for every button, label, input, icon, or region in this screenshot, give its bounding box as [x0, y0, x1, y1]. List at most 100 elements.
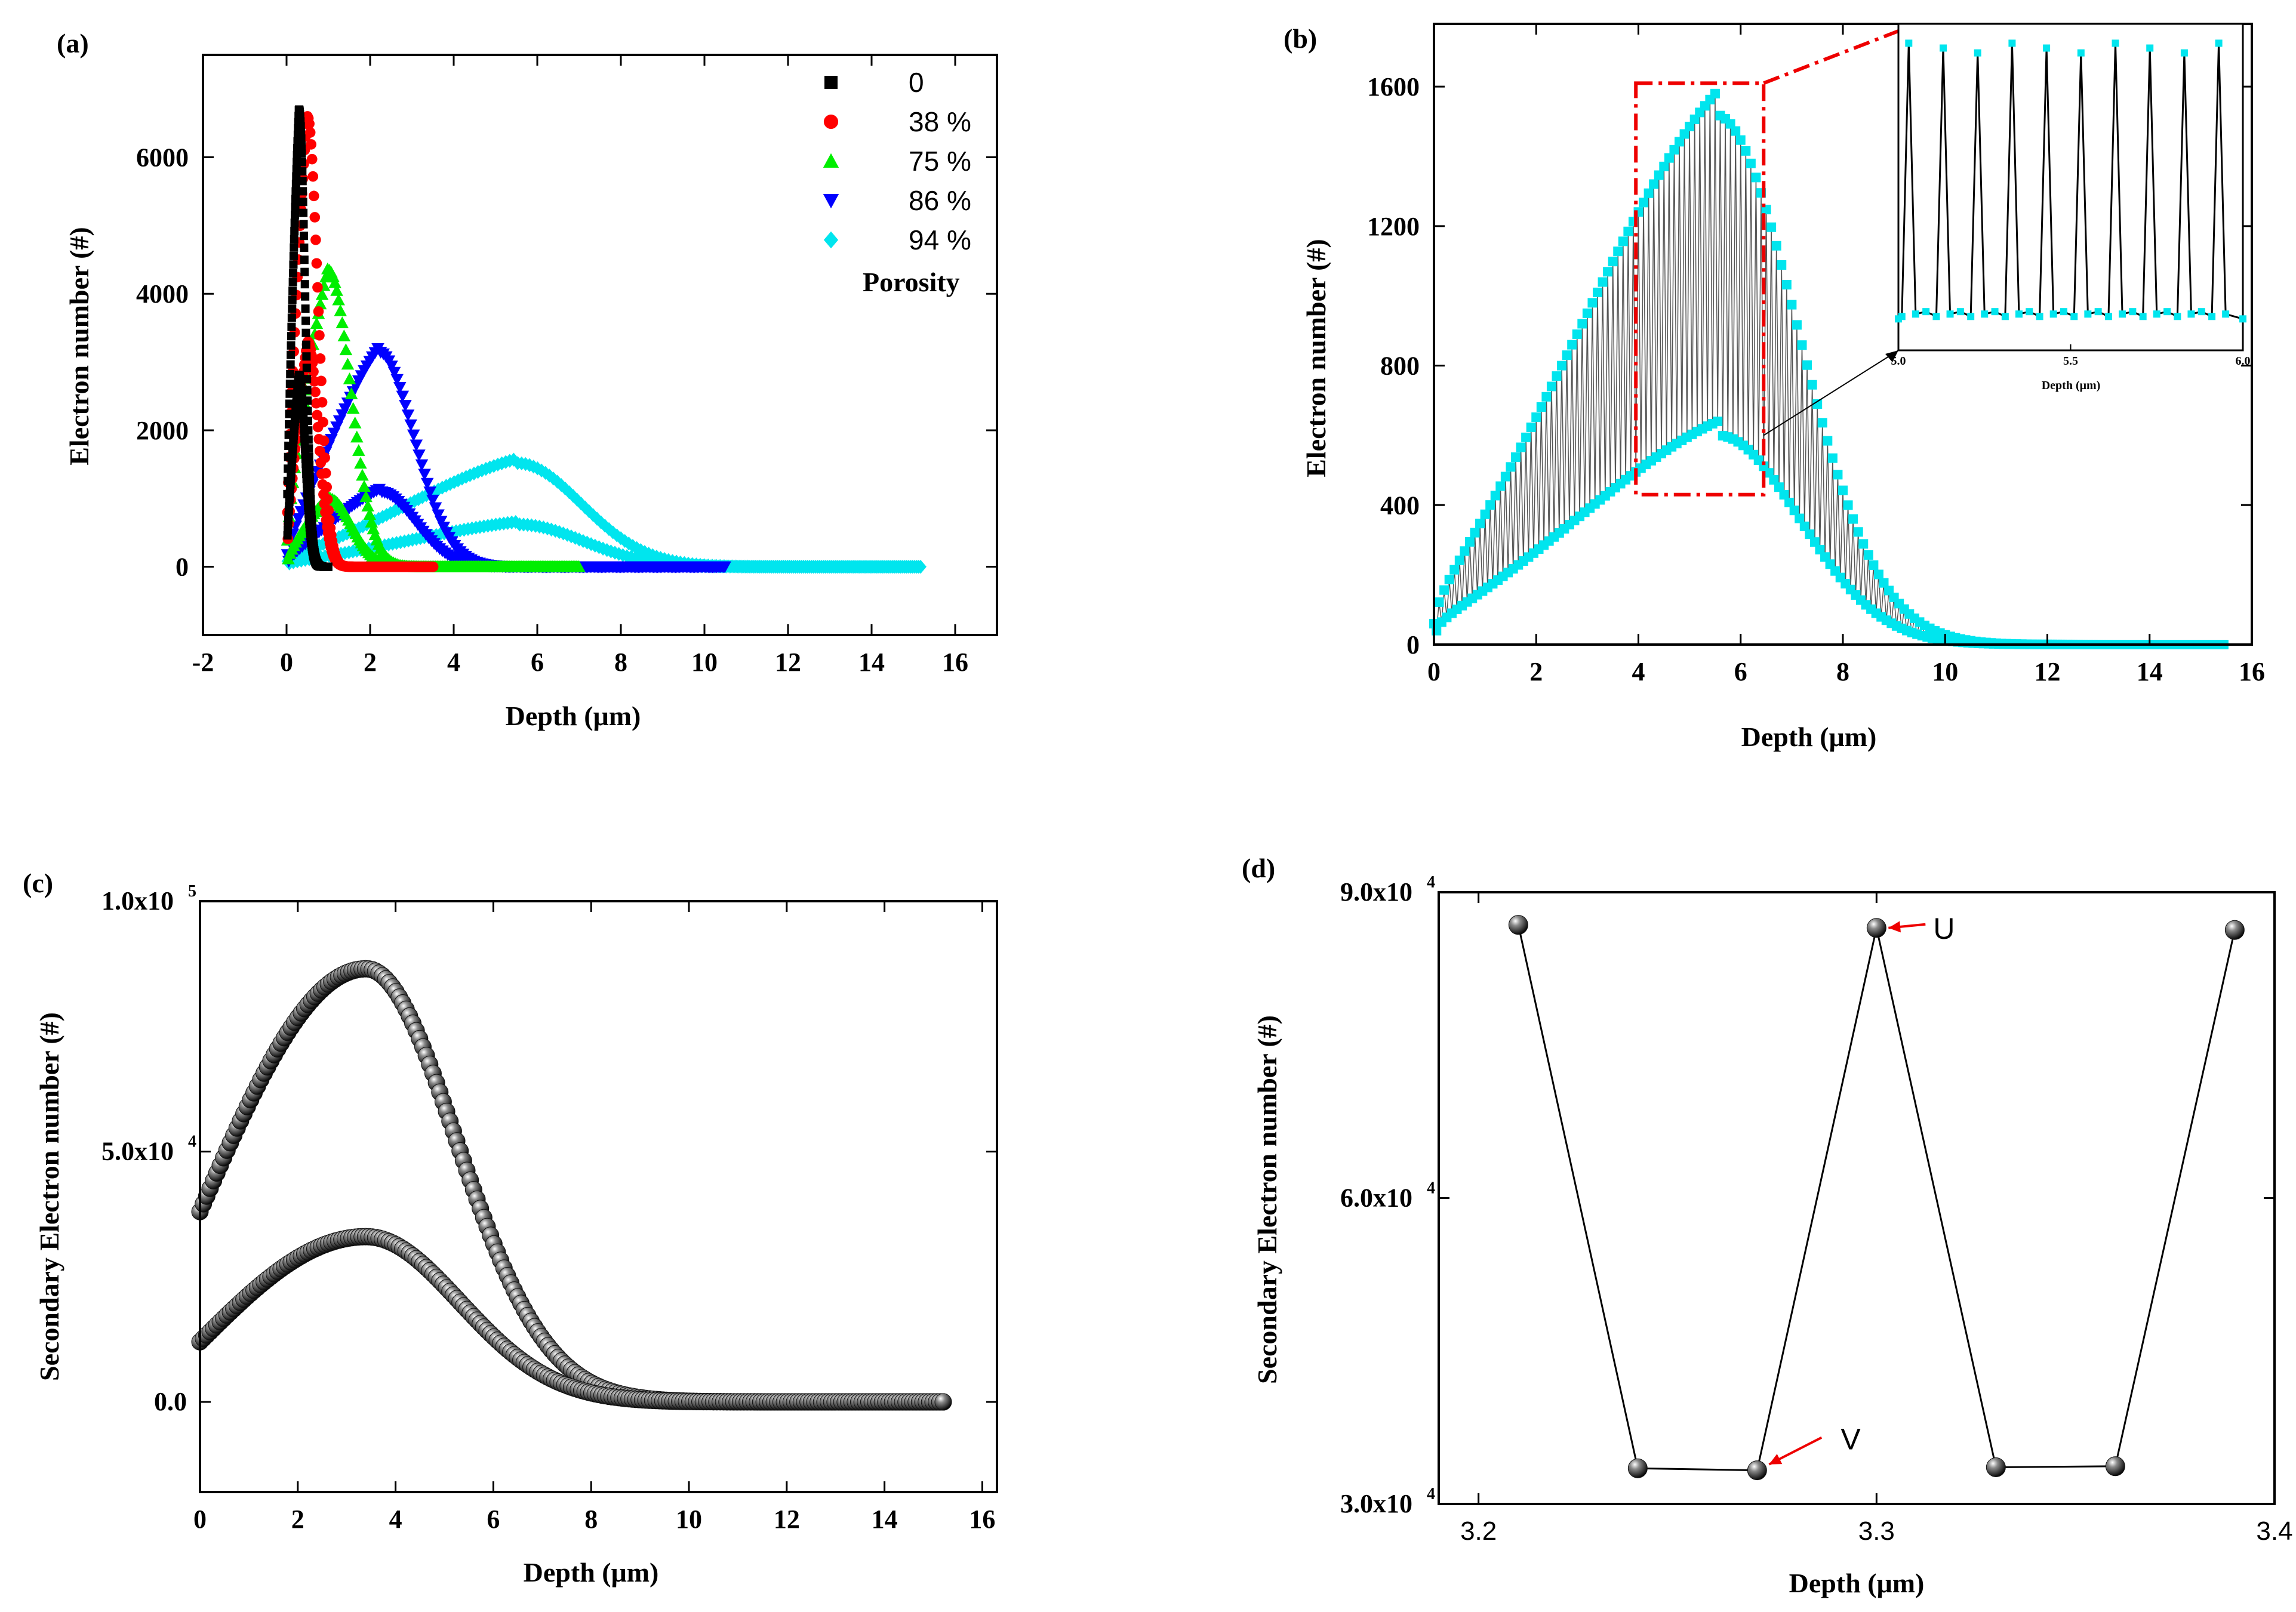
x-tick-label: 10: [676, 1505, 702, 1534]
data-point: [1777, 260, 1787, 270]
data-point: [1587, 298, 1598, 308]
data-point: [310, 387, 321, 397]
data-point: [303, 396, 312, 405]
data-point: [1802, 360, 1812, 370]
chart-panel-c: 0 2 4 6 8 10 12 14 16 0.0 5.0x10 4 1.0x10 5 Depth (μm…: [34, 882, 998, 1588]
data-point: [303, 386, 312, 394]
data-point: [1781, 280, 1792, 290]
data-point: [348, 417, 362, 429]
x-tick-label: 0: [1427, 657, 1441, 686]
data-point: [306, 153, 318, 165]
data-point: [1506, 462, 1516, 472]
chart-b-xlabel: Depth (μm): [1741, 722, 1877, 752]
data-point: [286, 360, 295, 369]
data-point: [324, 514, 335, 525]
x-tick-label: 14: [2137, 657, 2163, 686]
data-point: [324, 562, 333, 571]
y-tick-label: 400: [1380, 491, 1420, 520]
data-point: [287, 313, 296, 322]
data-point: [312, 409, 322, 421]
x-tick-label: 14: [872, 1505, 898, 1534]
inset-point: [2043, 44, 2051, 52]
data-point: [1546, 381, 1556, 392]
data-point: [323, 505, 334, 516]
chart-d-frame: [1438, 891, 2276, 1505]
x-tick-label: 10: [691, 648, 718, 677]
data-point: [1805, 529, 1815, 540]
data-point: [304, 452, 313, 461]
data-point: [302, 352, 311, 361]
inset-x-tick-label: 5.0: [1891, 355, 1906, 368]
data-point: [352, 444, 365, 456]
data-point: [404, 419, 417, 431]
inset-point: [1956, 308, 1964, 316]
annotation-arrowhead: [1769, 1454, 1783, 1465]
chart-b-inset: 5.0 5.5 6.0: [1891, 23, 2251, 368]
data-point: [2224, 920, 2245, 940]
y-tick-label: 0: [176, 553, 189, 582]
data-point: [1536, 402, 1546, 412]
chart-c-marks: [191, 960, 952, 1411]
data-point: [322, 494, 333, 505]
data-point: [343, 372, 356, 384]
data-point: [1809, 537, 1820, 547]
legend-item: 94 %: [823, 224, 971, 255]
data-point: [1654, 170, 1664, 180]
panel-label-d: (d): [1242, 853, 1275, 883]
data-point: [1593, 287, 1602, 297]
inset-point: [2197, 308, 2205, 316]
data-point: [1986, 1457, 2006, 1477]
data-point: [332, 293, 345, 306]
data-point: [1669, 144, 1679, 155]
inset-point: [2001, 313, 2009, 320]
x-tick-label: 0: [193, 1505, 207, 1534]
data-point: [336, 316, 349, 328]
chart-a-legend-title: Porosity: [863, 267, 960, 297]
data-point: [306, 475, 315, 484]
data-point: [432, 509, 445, 522]
data-point: [288, 286, 297, 295]
data-point: [318, 435, 330, 446]
chart-a-legend: 0 38 % 75 % 86 % 94 %: [823, 67, 971, 255]
series-upper-envelope: [191, 960, 952, 1411]
data-point: [316, 375, 327, 387]
data-point: [1639, 198, 1649, 208]
chart-b-ylabel: Electron number (#): [1301, 239, 1331, 477]
data-point: [1873, 569, 1883, 580]
data-point: [1827, 453, 1838, 463]
legend-marker: [823, 114, 839, 130]
chart-panel-d: 3.2 3.3 3.43.0x10 46.0x10 49.0x10 4 UV Depth …: [1252, 873, 2293, 1598]
x-tick-label: 3.3: [1858, 1517, 1895, 1546]
chart-a-ylabel: Electron number (#): [64, 227, 94, 466]
y-tick-exponent: 4: [1427, 873, 1435, 892]
data-point: [301, 340, 310, 349]
data-point: [915, 559, 927, 574]
data-point: [344, 387, 358, 399]
data-point: [591, 511, 603, 526]
data-point: [1797, 340, 1807, 350]
data-point: [1618, 236, 1628, 246]
data-point: [288, 278, 297, 286]
data-point: [1464, 537, 1475, 547]
data-point: [426, 494, 439, 507]
x-tick-label: 4: [389, 1505, 402, 1534]
data-point: [1784, 497, 1795, 507]
data-point: [297, 134, 306, 143]
x-tick-label: 16: [969, 1505, 995, 1534]
data-point: [611, 528, 623, 543]
y-tick-exponent: 4: [1427, 1179, 1435, 1198]
data-point: [1577, 319, 1587, 329]
legend-marker: [824, 76, 838, 89]
x-tick-label: 16: [2239, 657, 2265, 686]
data-point: [607, 525, 619, 540]
data-point: [1495, 481, 1506, 491]
data-point: [1823, 436, 1833, 446]
data-point: [573, 560, 586, 572]
chart-b-inset-xlabel: Depth (μm): [2042, 379, 2101, 392]
data-point: [304, 444, 313, 453]
data-point: [319, 452, 330, 463]
data-point: [1713, 417, 1723, 427]
data-point: [543, 469, 556, 483]
x-tick-label: 8: [614, 648, 627, 677]
inset-x-tick-label: 6.0: [2236, 355, 2251, 368]
